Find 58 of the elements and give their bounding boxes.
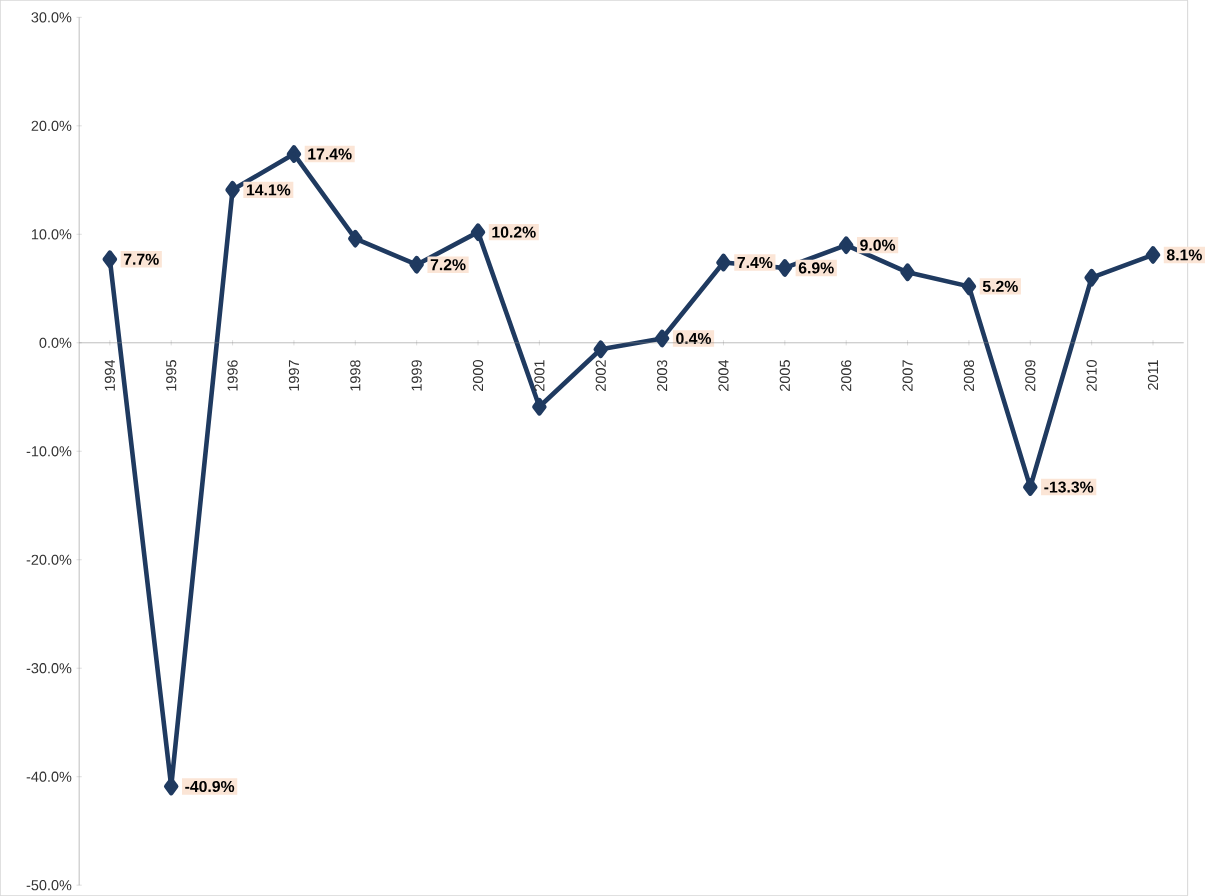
point [1145, 246, 1161, 264]
y-tick-label: 0.0% [39, 337, 72, 348]
point [716, 253, 731, 272]
x-tick-label: 1996 [227, 360, 238, 391]
point [1084, 268, 1099, 287]
data-label: 14.1% [246, 184, 291, 196]
y-tick-label: 10.0% [31, 229, 72, 240]
point [900, 263, 915, 282]
y-tick-label: -30.0% [26, 663, 72, 674]
data-label: 7.7% [123, 253, 159, 265]
y-tick-label: -50.0% [26, 880, 72, 891]
x-tick-label: 2002 [595, 360, 606, 391]
x-tick-label: 1994 [104, 359, 115, 391]
data-label: 7.2% [430, 259, 466, 271]
y-tick-label: 30.0% [31, 12, 72, 23]
point [348, 229, 363, 248]
x-tick-label: 2011 [1147, 360, 1159, 390]
point [102, 250, 118, 269]
point [409, 255, 424, 274]
x-tick-label: 2003 [657, 360, 668, 391]
point [961, 277, 977, 296]
x-tick-label: 2001 [534, 360, 545, 391]
data-label: 10.2% [492, 226, 536, 238]
x-tick-label: 2004 [718, 359, 729, 391]
point [593, 340, 608, 359]
x-tick-label: 2005 [779, 360, 790, 391]
x-tick-label: 2006 [841, 360, 852, 391]
data-label: -40.9% [185, 780, 235, 793]
x-tick-label: 2007 [902, 360, 913, 391]
data-label: -13.3% [1044, 481, 1094, 493]
y-tick-label: -20.0% [26, 554, 72, 565]
y-tick-label: 20.0% [31, 120, 72, 131]
point [777, 259, 793, 277]
data-label: 7.4% [737, 256, 773, 269]
x-tick-label: 2008 [963, 360, 975, 391]
data-label: 0.4% [676, 332, 712, 345]
x-tick-label: 2009 [1025, 360, 1036, 391]
point [470, 223, 486, 242]
data-label: 9.0% [860, 239, 896, 251]
data-label: 5.2% [982, 280, 1018, 292]
y-tick-label: -10.0% [26, 446, 72, 457]
point [532, 397, 547, 416]
x-tick-label: 1999 [411, 360, 422, 391]
x-tick-label: 2000 [472, 360, 484, 391]
data-label: 17.4% [308, 148, 352, 160]
data-label: 6.9% [798, 262, 834, 274]
point [654, 329, 670, 348]
y-tick-label: -40.0% [26, 771, 72, 782]
point [225, 180, 240, 199]
x-tick-label: 1995 [166, 360, 177, 391]
x-tick-label: 1998 [350, 360, 361, 391]
x-tick-label: 2010 [1086, 360, 1097, 391]
data-label: 8.1% [1166, 249, 1202, 261]
point [286, 145, 302, 163]
x-tick-label: 1997 [288, 360, 300, 391]
point [1023, 478, 1038, 496]
point [838, 236, 854, 255]
point [163, 777, 179, 796]
